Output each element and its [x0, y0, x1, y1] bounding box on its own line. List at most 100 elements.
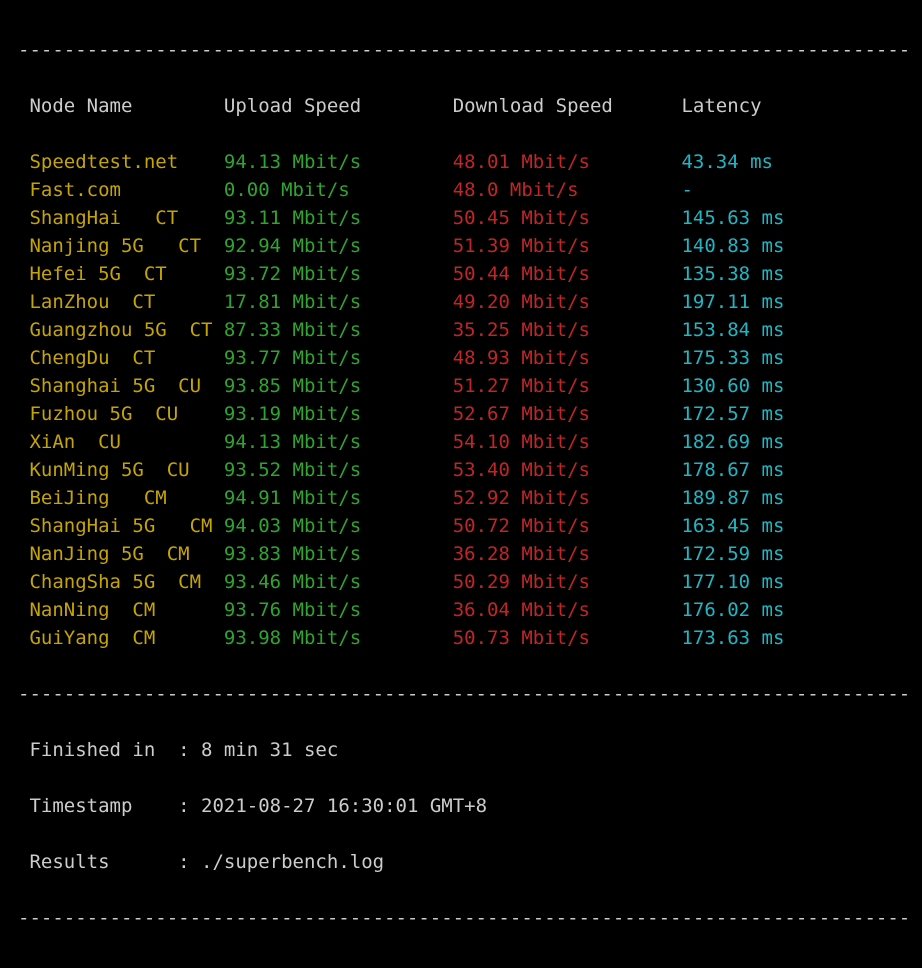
table-row: KunMing 5G CU 93.52 Mbit/s 53.40 Mbit/s … [18, 456, 904, 484]
latency-cell: 176.02 ms [681, 599, 818, 621]
table-row: NanJing 5G CM 93.83 Mbit/s 36.28 Mbit/s … [18, 540, 904, 568]
node-name-cell: Fuzhou 5G CU [18, 403, 224, 425]
upload-speed-cell: 94.03 Mbit/s [224, 515, 453, 537]
table-row: Shanghai 5G CU 93.85 Mbit/s 51.27 Mbit/s… [18, 372, 904, 400]
upload-speed-cell: 94.13 Mbit/s [224, 151, 453, 173]
table-row: XiAn CU 94.13 Mbit/s 54.10 Mbit/s 182.69… [18, 428, 904, 456]
footer-separator: : [178, 739, 201, 761]
node-name-cell: Speedtest.net [18, 151, 224, 173]
table-row: ShangHai CT 93.11 Mbit/s 50.45 Mbit/s 14… [18, 204, 904, 232]
download-speed-cell: 48.93 Mbit/s [453, 347, 682, 369]
download-speed-cell: 48.01 Mbit/s [453, 151, 682, 173]
node-name-cell: Guangzhou 5G CT [18, 319, 224, 341]
latency-cell: 140.83 ms [681, 235, 818, 257]
latency-cell: - [681, 179, 818, 201]
download-speed-cell: 48.0 Mbit/s [453, 179, 682, 201]
footer-results: Results : ./superbench.log [18, 848, 904, 876]
download-speed-cell: 52.67 Mbit/s [453, 403, 682, 425]
node-name-cell: XiAn CU [18, 431, 224, 453]
footer-finished-label: Finished in [18, 739, 178, 761]
upload-speed-cell: 93.46 Mbit/s [224, 571, 453, 593]
upload-speed-cell: 93.52 Mbit/s [224, 459, 453, 481]
header-upload: Upload Speed [224, 95, 453, 117]
table-row: Nanjing 5G CT 92.94 Mbit/s 51.39 Mbit/s … [18, 232, 904, 260]
download-speed-cell: 50.45 Mbit/s [453, 207, 682, 229]
node-name-cell: ChangSha 5G CM [18, 571, 224, 593]
node-name-cell: GuiYang CM [18, 627, 224, 649]
table-row: GuiYang CM 93.98 Mbit/s 50.73 Mbit/s 173… [18, 624, 904, 652]
footer-separator: : [178, 851, 201, 873]
latency-cell: 178.67 ms [681, 459, 818, 481]
footer-results-label: Results [18, 851, 178, 873]
upload-speed-cell: 92.94 Mbit/s [224, 235, 453, 257]
node-name-cell: ShangHai 5G CM [18, 515, 224, 537]
header-row: Node Name Upload Speed Download Speed La… [18, 92, 904, 120]
footer-timestamp: Timestamp : 2021-08-27 16:30:01 GMT+8 [18, 792, 904, 820]
download-speed-cell: 53.40 Mbit/s [453, 459, 682, 481]
upload-speed-cell: 93.76 Mbit/s [224, 599, 453, 621]
node-name-cell: KunMing 5G CU [18, 459, 224, 481]
latency-cell: 130.60 ms [681, 375, 818, 397]
divider-top: ----------------------------------------… [18, 36, 904, 64]
download-speed-cell: 36.28 Mbit/s [453, 543, 682, 565]
table-row: Fuzhou 5G CU 93.19 Mbit/s 52.67 Mbit/s 1… [18, 400, 904, 428]
header-node: Node Name [18, 95, 224, 117]
node-name-cell: LanZhou CT [18, 291, 224, 313]
upload-speed-cell: 17.81 Mbit/s [224, 291, 453, 313]
node-name-cell: NanJing 5G CM [18, 543, 224, 565]
upload-speed-cell: 94.91 Mbit/s [224, 487, 453, 509]
table-row: Speedtest.net 94.13 Mbit/s 48.01 Mbit/s … [18, 148, 904, 176]
table-row: Fast.com 0.00 Mbit/s 48.0 Mbit/s - [18, 176, 904, 204]
upload-speed-cell: 93.11 Mbit/s [224, 207, 453, 229]
footer-finished-value: 8 min 31 sec [201, 739, 338, 761]
table-row: Guangzhou 5G CT 87.33 Mbit/s 35.25 Mbit/… [18, 316, 904, 344]
node-name-cell: ChengDu CT [18, 347, 224, 369]
download-speed-cell: 51.27 Mbit/s [453, 375, 682, 397]
download-speed-cell: 50.72 Mbit/s [453, 515, 682, 537]
upload-speed-cell: 94.13 Mbit/s [224, 431, 453, 453]
download-speed-cell: 54.10 Mbit/s [453, 431, 682, 453]
upload-speed-cell: 93.83 Mbit/s [224, 543, 453, 565]
table-row: LanZhou CT 17.81 Mbit/s 49.20 Mbit/s 197… [18, 288, 904, 316]
footer-separator: : [178, 795, 201, 817]
latency-cell: 173.63 ms [681, 627, 818, 649]
download-speed-cell: 50.44 Mbit/s [453, 263, 682, 285]
upload-speed-cell: 93.85 Mbit/s [224, 375, 453, 397]
latency-cell: 175.33 ms [681, 347, 818, 369]
latency-cell: 177.10 ms [681, 571, 818, 593]
footer-timestamp-value: 2021-08-27 16:30:01 GMT+8 [201, 795, 487, 817]
node-name-cell: Shanghai 5G CU [18, 375, 224, 397]
table-row: ShangHai 5G CM 94.03 Mbit/s 50.72 Mbit/s… [18, 512, 904, 540]
table-row: Hefei 5G CT 93.72 Mbit/s 50.44 Mbit/s 13… [18, 260, 904, 288]
latency-cell: 172.59 ms [681, 543, 818, 565]
node-name-cell: ShangHai CT [18, 207, 224, 229]
header-latency: Latency [681, 95, 818, 117]
table-row: NanNing CM 93.76 Mbit/s 36.04 Mbit/s 176… [18, 596, 904, 624]
terminal-output: ----------------------------------------… [0, 0, 922, 968]
divider-bottom: ----------------------------------------… [18, 904, 904, 932]
footer-results-value: ./superbench.log [201, 851, 384, 873]
node-name-cell: NanNing CM [18, 599, 224, 621]
table-row: ChangSha 5G CM 93.46 Mbit/s 50.29 Mbit/s… [18, 568, 904, 596]
download-speed-cell: 49.20 Mbit/s [453, 291, 682, 313]
latency-cell: 43.34 ms [681, 151, 818, 173]
download-speed-cell: 52.92 Mbit/s [453, 487, 682, 509]
divider-mid: ----------------------------------------… [18, 680, 904, 708]
download-speed-cell: 36.04 Mbit/s [453, 599, 682, 621]
download-speed-cell: 50.29 Mbit/s [453, 571, 682, 593]
download-speed-cell: 51.39 Mbit/s [453, 235, 682, 257]
footer-finished: Finished in : 8 min 31 sec [18, 736, 904, 764]
latency-cell: 172.57 ms [681, 403, 818, 425]
latency-cell: 145.63 ms [681, 207, 818, 229]
node-name-cell: Fast.com [18, 179, 224, 201]
header-download: Download Speed [453, 95, 682, 117]
upload-speed-cell: 87.33 Mbit/s [224, 319, 453, 341]
data-rows: Speedtest.net 94.13 Mbit/s 48.01 Mbit/s … [18, 148, 904, 652]
footer-timestamp-label: Timestamp [18, 795, 178, 817]
upload-speed-cell: 93.19 Mbit/s [224, 403, 453, 425]
latency-cell: 189.87 ms [681, 487, 818, 509]
latency-cell: 163.45 ms [681, 515, 818, 537]
download-speed-cell: 35.25 Mbit/s [453, 319, 682, 341]
node-name-cell: BeiJing CM [18, 487, 224, 509]
latency-cell: 182.69 ms [681, 431, 818, 453]
